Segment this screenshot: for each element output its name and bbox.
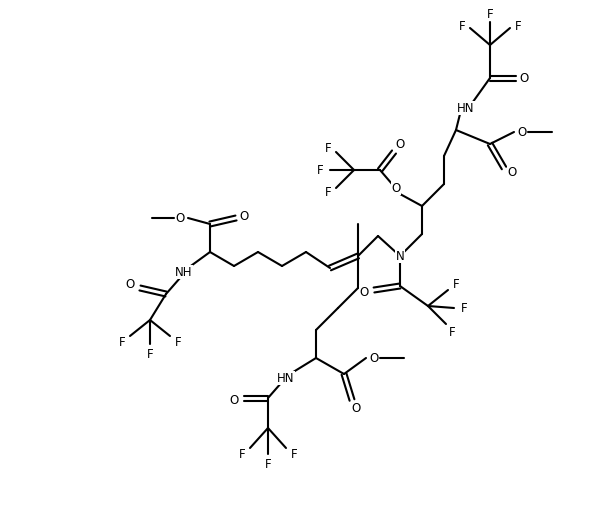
Text: O: O [520, 71, 529, 84]
Text: O: O [517, 125, 527, 138]
Text: F: F [461, 301, 467, 314]
Text: O: O [239, 209, 248, 223]
Text: F: F [458, 20, 466, 33]
Text: N: N [395, 250, 404, 263]
Text: O: O [352, 401, 361, 414]
Text: O: O [229, 394, 239, 407]
Text: F: F [239, 448, 245, 461]
Text: O: O [175, 211, 185, 224]
Text: O: O [508, 165, 517, 179]
Text: F: F [175, 336, 181, 349]
Text: HN: HN [277, 371, 295, 384]
Text: O: O [395, 137, 404, 151]
Text: F: F [325, 185, 331, 198]
Text: F: F [265, 457, 271, 470]
Text: O: O [391, 181, 401, 194]
Text: F: F [452, 278, 460, 291]
Text: F: F [119, 336, 125, 349]
Text: F: F [317, 164, 323, 177]
Text: HN: HN [457, 102, 475, 114]
Text: O: O [370, 352, 379, 365]
Text: F: F [487, 7, 493, 21]
Text: F: F [290, 448, 298, 461]
Text: NH: NH [175, 266, 193, 279]
Text: F: F [515, 20, 521, 33]
Text: O: O [125, 278, 134, 291]
Text: F: F [146, 348, 154, 361]
Text: O: O [359, 285, 368, 298]
Text: F: F [325, 141, 331, 154]
Text: F: F [449, 325, 455, 338]
